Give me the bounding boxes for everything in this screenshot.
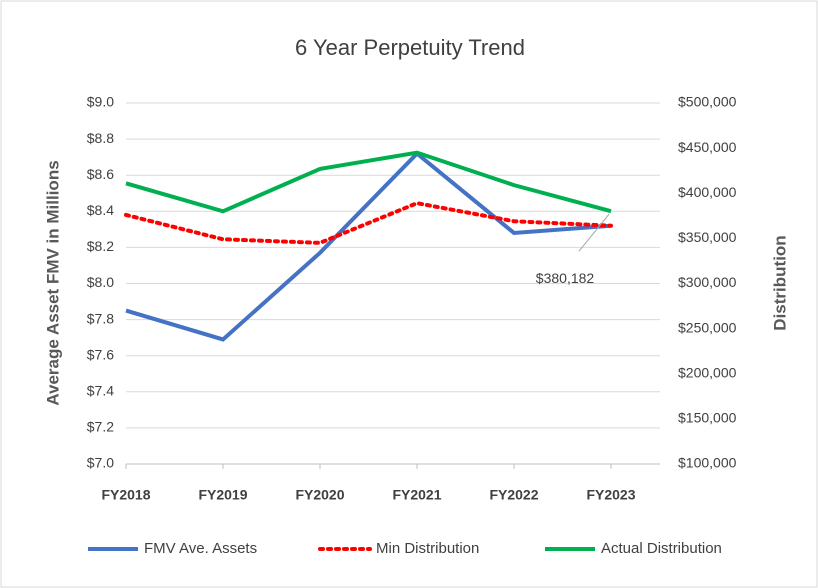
- y-tick-label: $8.0: [87, 274, 114, 290]
- series-line: [125, 150, 612, 214]
- x-tick-label: FY2021: [392, 487, 441, 503]
- y-tick-label: $8.4: [87, 202, 114, 218]
- y-tick-label: $7.0: [87, 455, 114, 471]
- y-tick-label: $8.6: [87, 166, 114, 182]
- y-tick-label: $9.0: [87, 94, 114, 110]
- y-tick-label: $8.2: [87, 238, 114, 254]
- y-tick-label: $7.8: [87, 310, 114, 326]
- x-tick-label: FY2020: [295, 487, 344, 503]
- y2-tick-label: $350,000: [678, 229, 737, 245]
- legend-label: FMV Ave. Assets: [144, 540, 257, 557]
- x-tick-label: FY2019: [198, 487, 247, 503]
- y2-axis-title: Distribution: [770, 235, 789, 330]
- y-tick-label: $8.8: [87, 130, 114, 146]
- y2-tick-label: $200,000: [678, 364, 737, 380]
- y-tick-label: $7.2: [87, 419, 114, 435]
- legend-label: Min Distribution: [376, 540, 479, 557]
- series-line: [125, 150, 612, 342]
- chart-title: 6 Year Perpetuity Trend: [295, 35, 525, 60]
- x-tick-label: FY2022: [489, 487, 538, 503]
- legend-label: Actual Distribution: [601, 540, 722, 557]
- y2-tick-label: $100,000: [678, 455, 737, 471]
- y2-tick-label: $400,000: [678, 184, 737, 200]
- y2-tick-label: $450,000: [678, 139, 737, 155]
- y-tick-label: $7.6: [87, 346, 114, 362]
- x-tick-label: FY2018: [101, 487, 150, 503]
- y-axis-title: Average Asset FMV in Millions: [43, 160, 62, 405]
- data-label: $380,182: [536, 270, 595, 286]
- x-tick-label: FY2023: [586, 487, 635, 503]
- y2-tick-label: $250,000: [678, 319, 737, 335]
- y2-tick-label: $300,000: [678, 274, 737, 290]
- series-line: [124, 201, 613, 245]
- y2-tick-label: $150,000: [678, 410, 737, 426]
- y-tick-label: $7.4: [87, 383, 114, 399]
- y2-tick-label: $500,000: [678, 94, 737, 110]
- leader-line: [578, 213, 610, 252]
